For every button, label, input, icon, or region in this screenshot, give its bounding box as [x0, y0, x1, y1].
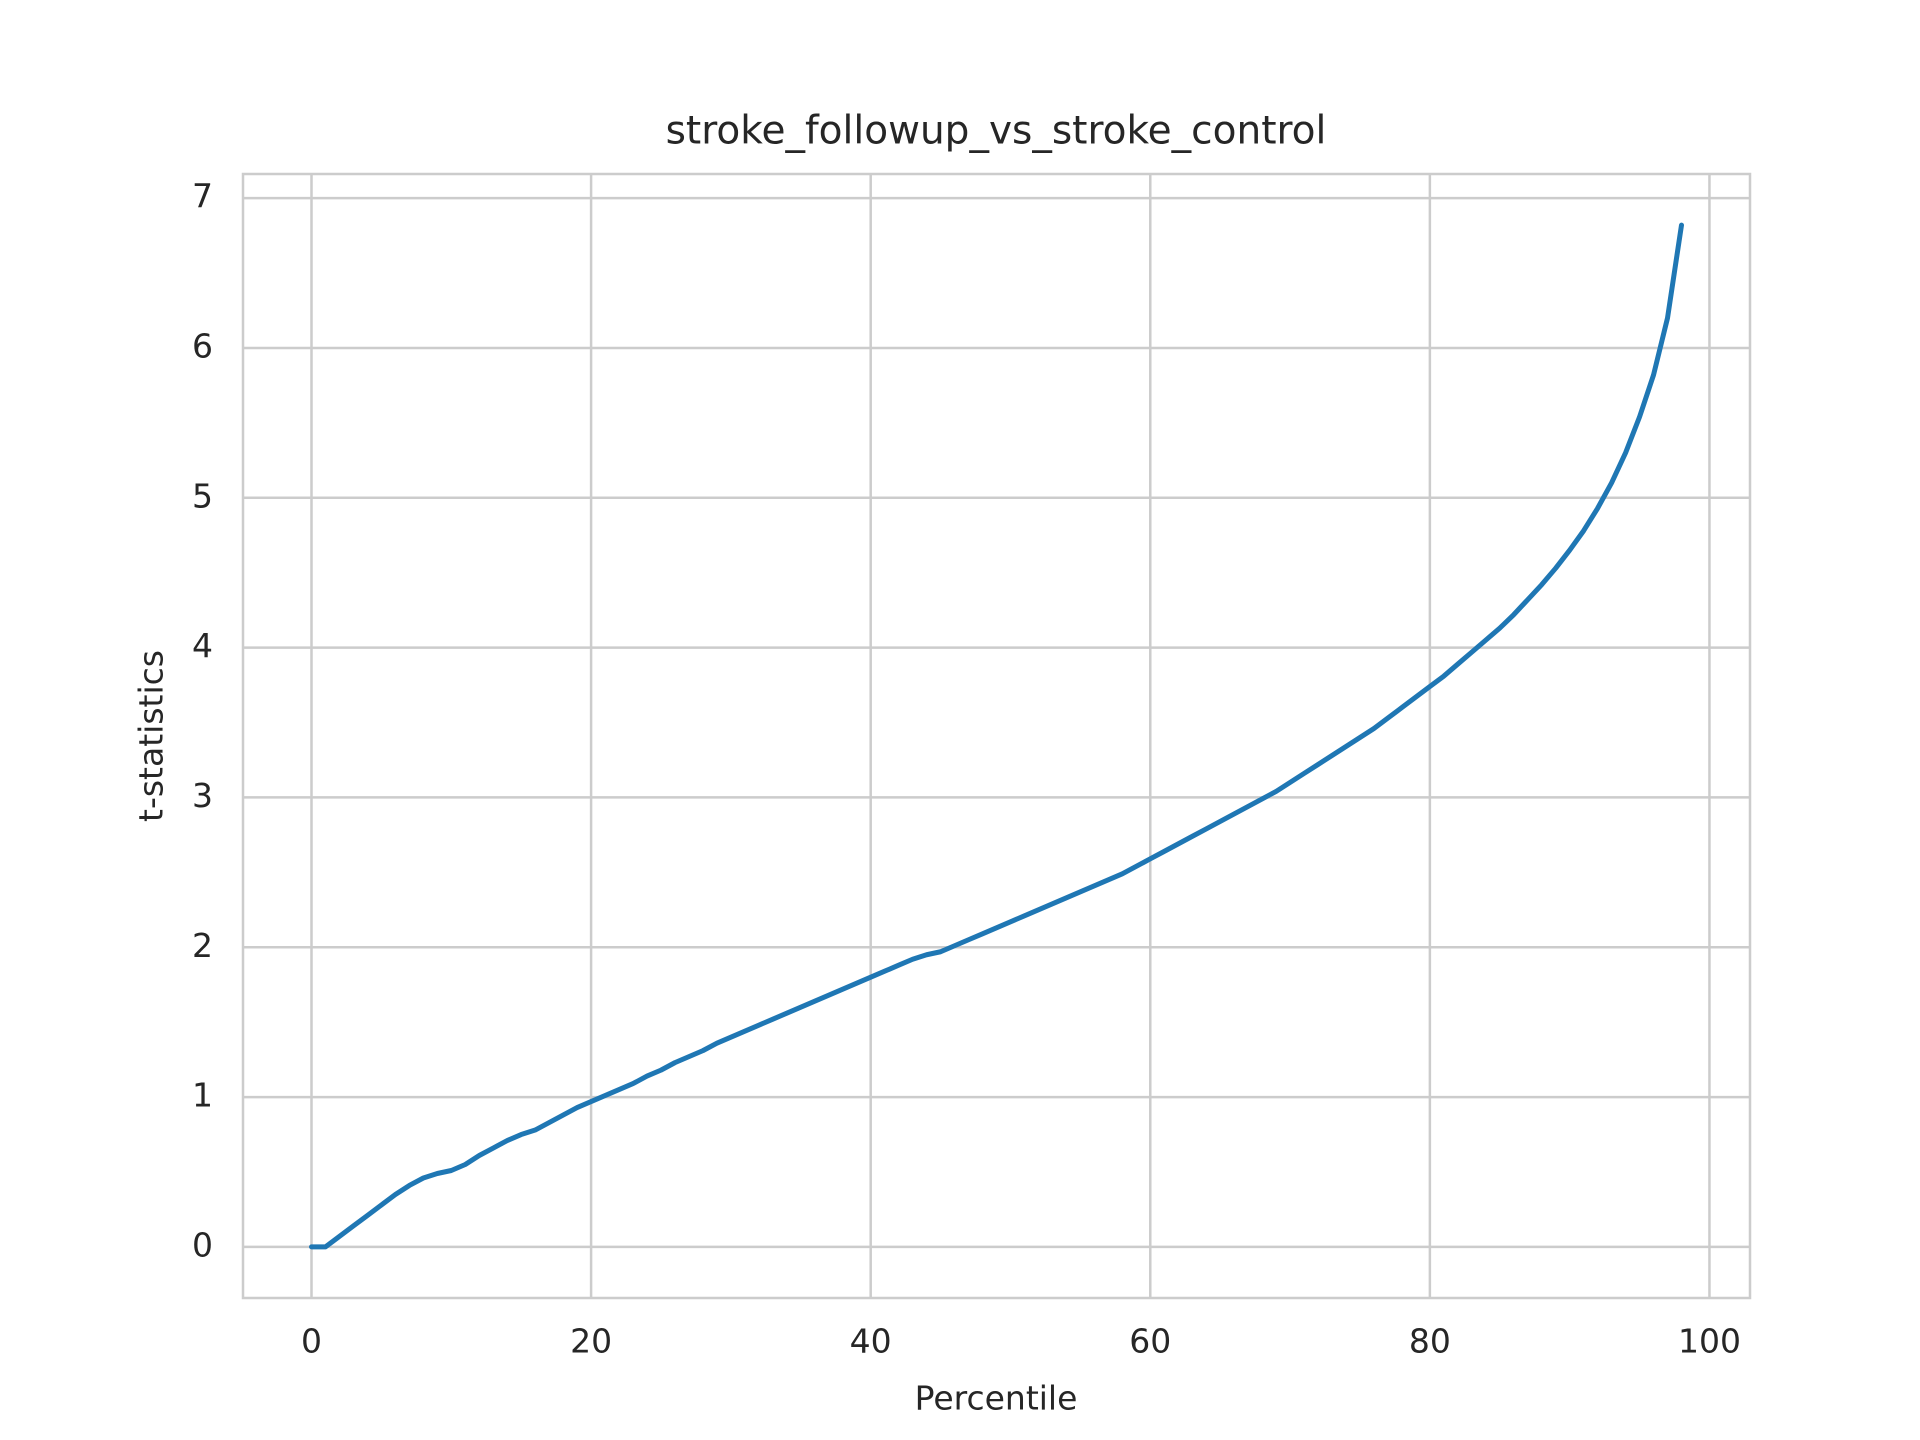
- x-tick-label: 80: [1409, 1322, 1451, 1361]
- x-tick-label: 0: [301, 1322, 322, 1361]
- data-line: [309, 222, 1684, 1250]
- y-tick-label: 2: [192, 926, 213, 965]
- y-tick-label: 0: [192, 1225, 213, 1264]
- plot-frame: [241, 172, 1752, 1300]
- y-tick-label: 5: [192, 476, 213, 515]
- y-tick-label: 4: [192, 626, 213, 665]
- y-tick-label: 6: [192, 326, 213, 365]
- y-tick-label: 1: [192, 1076, 213, 1115]
- y-tick-label: 3: [192, 776, 213, 815]
- chart-title: stroke_followup_vs_stroke_control: [666, 109, 1327, 154]
- y-axis-label: t-statistics: [132, 650, 171, 822]
- y-tick-label: 7: [192, 177, 213, 216]
- x-tick-label: 100: [1678, 1322, 1741, 1361]
- x-tick-label: 20: [570, 1322, 612, 1361]
- x-axis-label: Percentile: [915, 1379, 1078, 1418]
- x-tick-label: 40: [850, 1322, 892, 1361]
- x-tick-label: 60: [1129, 1322, 1171, 1361]
